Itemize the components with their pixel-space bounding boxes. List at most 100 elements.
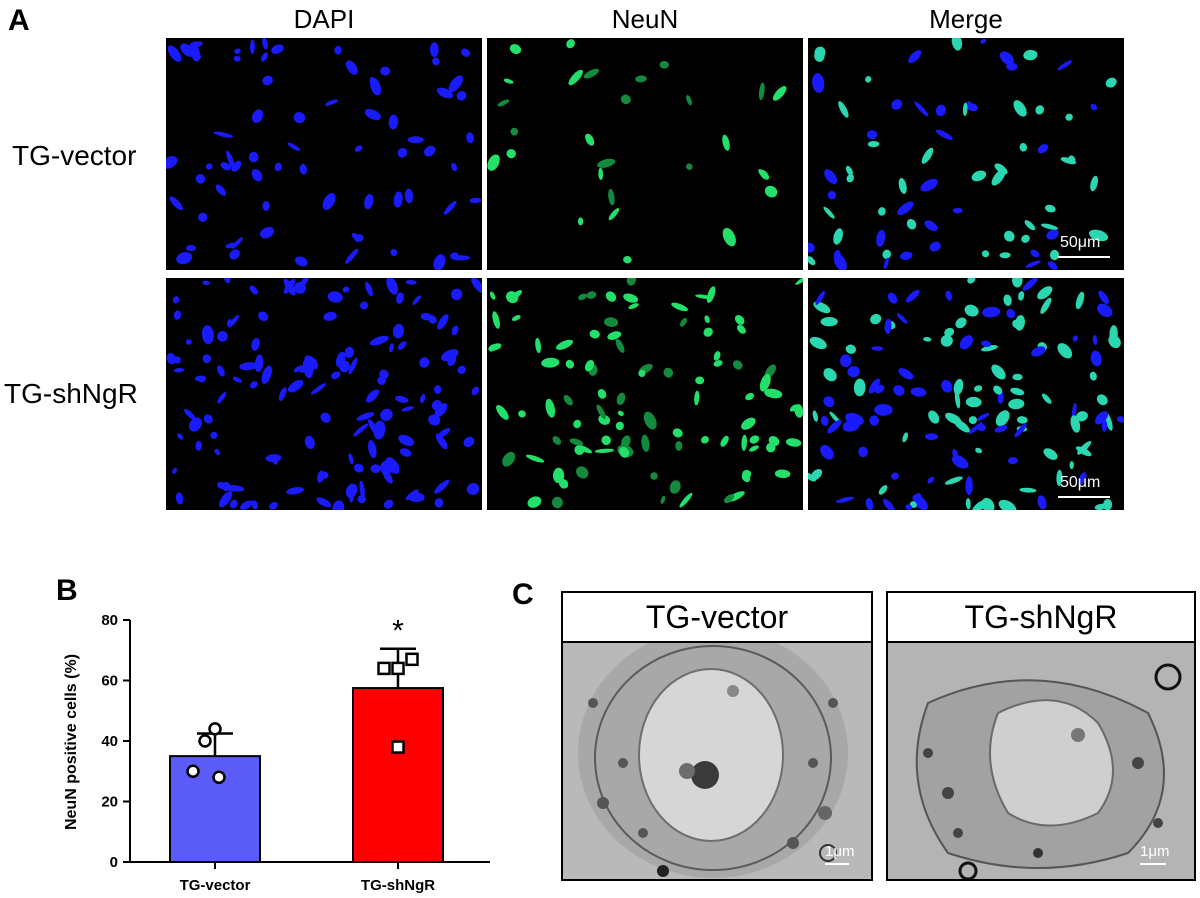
dapi-cell	[466, 483, 480, 495]
merge-cell	[999, 252, 1011, 259]
dapi-cell	[216, 365, 225, 377]
neun-cell	[502, 451, 516, 467]
merge-cell	[1060, 157, 1077, 165]
dapi-cell	[428, 414, 441, 426]
dapi-cell	[352, 423, 369, 437]
neun-cell	[759, 373, 771, 392]
dapi-cell	[260, 52, 269, 62]
neun-cell	[598, 167, 604, 180]
neun-cell	[623, 255, 632, 264]
merge-cell	[833, 228, 843, 245]
dapi-cell	[278, 387, 287, 402]
neun-cell	[749, 445, 759, 452]
neun-cell	[643, 411, 657, 430]
merge-cell	[814, 50, 825, 62]
dapi-cell	[251, 109, 264, 123]
merge-cell	[1090, 350, 1102, 367]
dapi-cell	[198, 212, 208, 222]
dapi-cell	[471, 278, 482, 294]
merge-cell	[1019, 487, 1037, 493]
dapi-cell	[373, 420, 386, 440]
neun-cell	[713, 351, 721, 361]
dapi-cell	[210, 431, 218, 439]
merge-cell	[1105, 77, 1117, 88]
merge-cell	[920, 178, 938, 192]
dapi-cell	[229, 499, 238, 509]
dapi-cell	[215, 184, 227, 196]
micrograph-merge-tg-shngr: 50μm	[808, 278, 1124, 510]
merge-cell	[981, 345, 998, 352]
em-scale-bar	[1140, 863, 1166, 865]
neun-cell	[598, 414, 611, 425]
neun-cell	[584, 359, 595, 372]
neun-cell	[626, 278, 637, 286]
neun-cell	[713, 360, 723, 367]
dapi-cell	[451, 325, 459, 336]
merge-cell	[1075, 411, 1088, 422]
neun-cell	[741, 434, 748, 451]
merge-cell	[981, 340, 991, 347]
data-point	[405, 652, 419, 667]
neun-cell	[669, 480, 681, 494]
neun-cell	[774, 469, 791, 479]
neun-cell	[552, 467, 565, 484]
merge-cell	[1008, 398, 1025, 410]
neun-cell	[764, 185, 778, 198]
merge-cell	[935, 129, 953, 140]
neun-cell	[552, 436, 562, 445]
merge-cell	[1090, 103, 1098, 111]
em-image-tg-vector: 1μm	[563, 643, 871, 879]
neun-cell	[577, 217, 584, 226]
merge-cell	[955, 317, 967, 329]
dapi-cell	[248, 151, 259, 163]
dapi-cell	[342, 286, 350, 293]
merge-cell	[812, 73, 825, 93]
neun-cell	[487, 154, 500, 171]
neun-cell	[659, 60, 669, 69]
y-tick-label: 60	[101, 673, 118, 690]
dapi-cell	[471, 386, 480, 396]
dapi-cell	[466, 132, 475, 144]
panel-a-letter: A	[8, 4, 30, 37]
dapi-cell	[469, 197, 482, 204]
merge-cell	[929, 241, 941, 252]
panel-b-letter: B	[56, 574, 78, 607]
neun-cell	[758, 82, 765, 101]
merge-cell	[824, 169, 838, 185]
dapi-cell	[249, 381, 258, 389]
merge-cell	[878, 485, 888, 495]
y-tick-label: 80	[101, 612, 118, 629]
dapi-cell	[380, 408, 393, 422]
dapi-cell	[202, 354, 212, 364]
dapi-cell	[310, 383, 327, 395]
neun-cell	[503, 78, 514, 84]
merge-cell	[1037, 286, 1053, 300]
merge-cell	[1070, 415, 1081, 433]
neun-cell	[722, 134, 730, 151]
y-axis-label: NeuN positive cells (%)	[63, 654, 80, 830]
merge-cell	[1047, 261, 1058, 270]
merge-cell	[965, 498, 971, 510]
merge-cell	[874, 403, 893, 416]
dapi-cell	[365, 281, 373, 297]
merge-cell	[1072, 335, 1078, 342]
merge-cell	[981, 250, 990, 258]
dapi-cell	[432, 57, 440, 66]
dapi-cell	[287, 142, 301, 151]
dapi-cell	[404, 188, 414, 204]
dapi-cell	[223, 278, 231, 284]
dapi-cell	[456, 91, 467, 101]
dapi-cell	[370, 464, 381, 474]
merge-cell	[1030, 249, 1040, 258]
dapi-cell	[434, 498, 444, 508]
dapi-cell	[379, 369, 389, 379]
merge-cell	[1098, 290, 1109, 305]
dapi-cell	[386, 278, 399, 295]
merge-cell	[808, 242, 815, 253]
dapi-cell	[194, 375, 205, 382]
row-label-tg-shngr: TG-shNgR	[4, 378, 138, 409]
neun-cell	[518, 410, 526, 418]
merge-cell	[1021, 234, 1030, 243]
neun-cell	[720, 435, 729, 447]
merge-cell	[941, 379, 953, 393]
